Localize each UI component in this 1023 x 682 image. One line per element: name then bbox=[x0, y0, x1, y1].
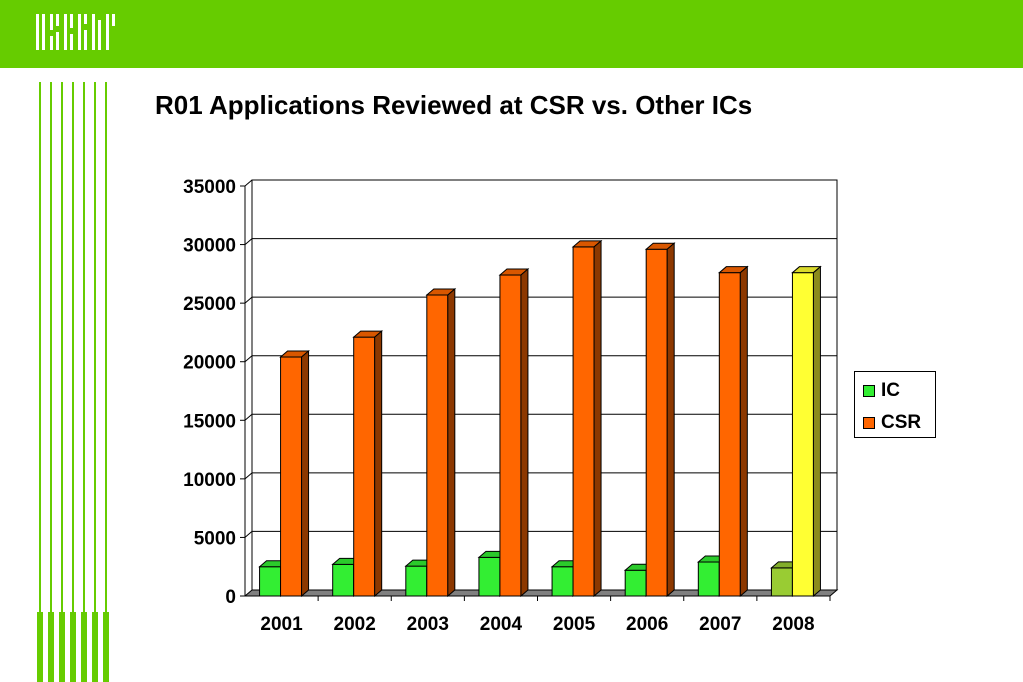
bar-csr-2002-side bbox=[374, 330, 383, 598]
bar-csr-2002 bbox=[353, 336, 376, 597]
plot-back-wall bbox=[251, 179, 838, 591]
x-tick-label: 2002 bbox=[334, 614, 376, 635]
chart-legend: IC CSR bbox=[854, 371, 936, 438]
bar-csr-2003 bbox=[426, 294, 449, 597]
x-tick-label: 2003 bbox=[407, 614, 449, 635]
x-tick-label: 2007 bbox=[699, 614, 741, 635]
gridline-side bbox=[244, 296, 253, 304]
bar-ic-2003 bbox=[405, 565, 428, 597]
x-tick-label: 2006 bbox=[626, 614, 668, 635]
slide-title: R01 Applications Reviewed at CSR vs. Oth… bbox=[155, 90, 753, 120]
bar-csr-2007 bbox=[718, 272, 741, 597]
gridline-side bbox=[244, 413, 253, 421]
bar-ic-2002 bbox=[332, 563, 355, 597]
bar-csr-2006 bbox=[645, 248, 668, 597]
bar-csr-2006-side bbox=[666, 242, 675, 598]
x-tick-label: 2005 bbox=[553, 614, 596, 635]
y-tick-label: 35000 bbox=[183, 177, 236, 198]
y-tick-label: 15000 bbox=[183, 411, 236, 432]
x-tick-label: 2001 bbox=[260, 614, 303, 635]
decorative-lines bbox=[37, 82, 109, 682]
gridline-side bbox=[244, 472, 253, 480]
bar-csr-2008 bbox=[791, 272, 814, 597]
bar-csr-2007-side bbox=[739, 265, 748, 598]
y-tick-label: 25000 bbox=[183, 294, 236, 315]
legend-item-csr: CSR bbox=[863, 412, 921, 434]
bar-ic-2005 bbox=[551, 566, 574, 597]
legend-swatch-csr bbox=[863, 417, 875, 429]
gridline-side bbox=[244, 179, 253, 187]
bar-ic-2006 bbox=[624, 569, 647, 597]
y-tick-label: 20000 bbox=[183, 353, 236, 374]
legend-label-csr: CSR bbox=[881, 412, 922, 433]
legend-swatch-ic bbox=[863, 385, 875, 397]
bar-csr-2001 bbox=[280, 356, 303, 597]
bar-ic-2007 bbox=[697, 561, 720, 597]
legend-item-ic: IC bbox=[863, 380, 900, 402]
gridline-side bbox=[244, 238, 253, 245]
bar-csr-2008-side bbox=[812, 265, 821, 598]
y-tick-label: 5000 bbox=[194, 528, 236, 549]
csr-logo bbox=[36, 14, 115, 50]
bar-csr-2004 bbox=[499, 274, 522, 597]
bar-ic-2001 bbox=[259, 566, 282, 597]
header-bar bbox=[0, 0, 1023, 68]
bar-ic-2004 bbox=[478, 556, 501, 597]
x-tick-label: 2008 bbox=[772, 614, 814, 635]
gridline-side bbox=[244, 355, 253, 363]
x-tick-label: 2004 bbox=[480, 614, 523, 635]
bar-csr-2005-side bbox=[593, 239, 602, 598]
bar-csr-2005 bbox=[572, 246, 595, 597]
bar-csr-2004-side bbox=[520, 267, 529, 598]
bar-csr-2003-side bbox=[447, 287, 456, 598]
legend-label-ic: IC bbox=[881, 380, 900, 401]
y-tick-label: 10000 bbox=[183, 470, 236, 491]
bar-csr-2001-side bbox=[301, 349, 310, 598]
y-tick-label: 0 bbox=[225, 587, 236, 608]
gridline-side bbox=[244, 531, 253, 538]
y-tick-label: 30000 bbox=[183, 236, 236, 257]
bar-ic-2008 bbox=[770, 567, 793, 597]
